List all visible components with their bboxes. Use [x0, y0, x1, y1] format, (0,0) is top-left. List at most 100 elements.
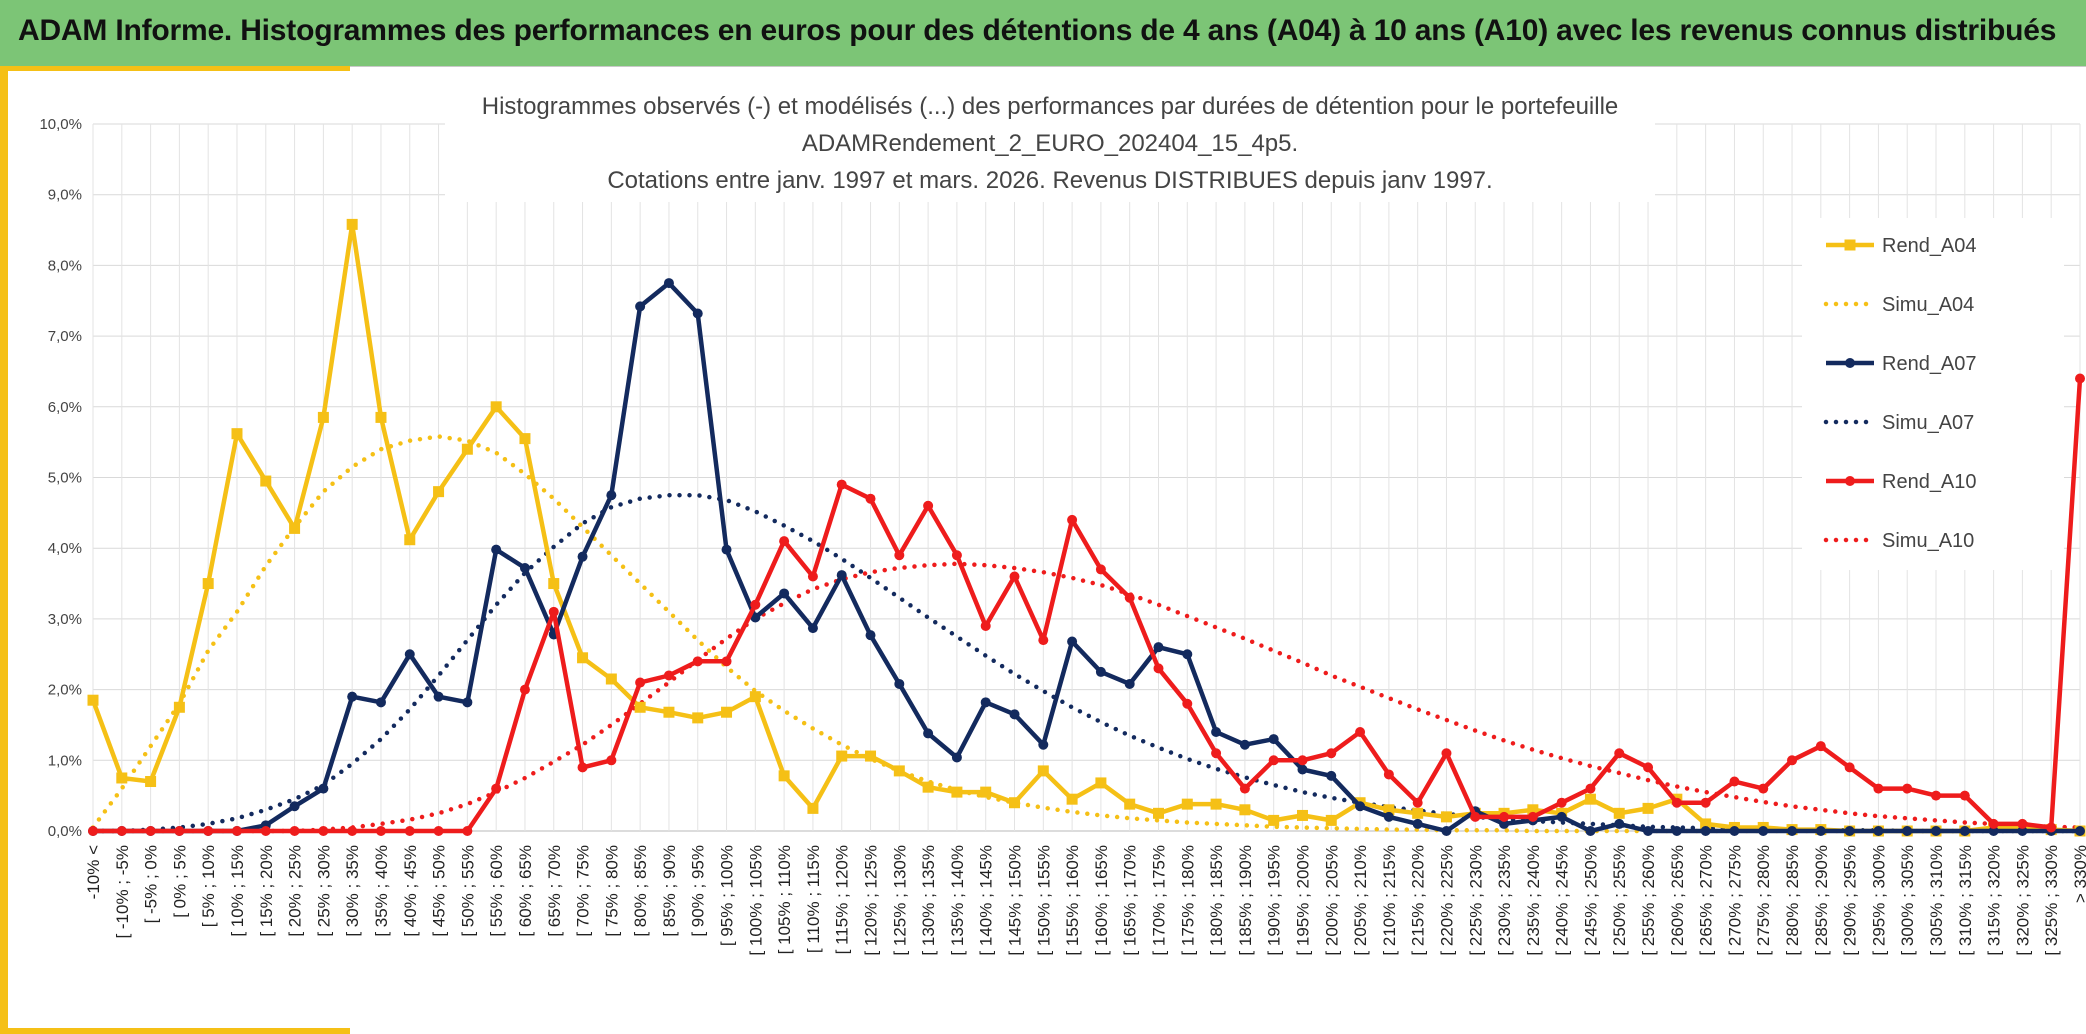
y-tick-label: 10,0%: [39, 116, 82, 133]
data-point-Rend_A07: [807, 623, 818, 634]
data-point-Rend_A07: [1412, 818, 1423, 829]
accent-bar-top: [0, 66, 350, 71]
data-point-Rend_A10: [1959, 790, 1970, 801]
data-point-Rend_A04: [634, 701, 646, 713]
banner-title: ADAM Informe. Histogrammes des performan…: [18, 14, 2057, 47]
data-point-Rend_A07: [1153, 642, 1164, 653]
series-line-Rend_A04: [90, 222, 2081, 834]
y-tick-label: 7,0%: [48, 328, 82, 345]
data-point-Rend_A10: [1988, 818, 1999, 829]
data-point-Rend_A07: [577, 551, 588, 562]
data-point-Rend_A10: [1643, 762, 1654, 773]
data-point-Rend_A10: [1671, 797, 1682, 808]
data-point-Rend_A10: [1297, 755, 1308, 766]
data-point-Rend_A07: [1988, 826, 1999, 836]
data-point-Rend_A10: [145, 826, 156, 836]
data-point-Rend_A10: [1700, 797, 1711, 808]
x-tick-label: [ 90% ; 95%: [689, 845, 708, 937]
data-point-Rend_A10: [1355, 727, 1366, 738]
data-point-Rend_A07: [721, 544, 732, 555]
data-point-Rend_A07: [663, 278, 674, 289]
data-point-Rend_A04: [116, 772, 128, 784]
data-point-Rend_A10: [1211, 748, 1222, 759]
data-point-Rend_A07: [1326, 770, 1337, 781]
data-point-Rend_A10: [606, 755, 617, 766]
x-tick-label: [ 125% ; 130%: [890, 845, 909, 956]
data-point-Rend_A04: [173, 701, 185, 713]
data-point-Rend_A10: [1326, 748, 1337, 759]
data-point-Rend_A04: [1383, 804, 1395, 816]
data-point-Rend_A04: [317, 411, 329, 423]
x-tick-label: [ 65% ; 70%: [545, 845, 564, 937]
data-point-Rend_A04: [375, 411, 387, 423]
x-tick-label: [ 250% ; 255%: [1610, 845, 1629, 956]
data-point-Rend_A07: [1931, 826, 1942, 836]
data-point-Rend_A10: [663, 670, 674, 681]
y-tick-label: 8,0%: [48, 257, 82, 274]
data-point-Rend_A07: [318, 783, 329, 794]
data-point-Rend_A10: [231, 826, 242, 836]
data-point-Rend_A04: [1268, 814, 1280, 826]
data-point-Rend_A07: [865, 630, 876, 641]
data-point-Rend_A10: [1556, 797, 1567, 808]
data-point-Rend_A07: [1355, 801, 1366, 812]
x-tick-label: [ 140% ; 145%: [977, 845, 996, 956]
data-point-Rend_A04: [836, 750, 848, 762]
x-tick-label: [ 180% ; 185%: [1207, 845, 1226, 956]
series-Rend_A10: [88, 373, 2085, 836]
legend-background: [1802, 218, 2064, 570]
data-point-Rend_A10: [1844, 762, 1855, 773]
legend-marker: [1845, 358, 1855, 368]
legend: Rend_A04 Simu_A04 Rend_A07 Simu_A07 Rend_A10…: [1823, 235, 1977, 552]
x-tick-label: [ 325% ; 330%: [2042, 845, 2061, 956]
x-tick-label: [ 80% ; 85%: [631, 845, 650, 937]
y-tick-label: 9,0%: [48, 187, 82, 204]
legend-label: Simu_A10: [1882, 530, 1974, 552]
legend-item-Simu_A10: Simu_A10: [1823, 530, 1974, 552]
x-tick-label: [ -10% ; -5%: [113, 845, 132, 939]
data-point-Rend_A04: [1584, 793, 1596, 805]
data-point-Rend_A07: [1499, 818, 1510, 829]
data-point-Rend_A07: [923, 728, 934, 739]
data-point-Rend_A07: [1038, 739, 1049, 750]
data-point-Rend_A04: [605, 673, 617, 685]
series-line-Simu_A10: [90, 561, 2083, 834]
x-tick-label: [ 305% ; 310%: [1927, 845, 1946, 956]
legend-item-Simu_A04: Simu_A04: [1823, 294, 1974, 316]
data-point-Rend_A04: [145, 776, 157, 788]
x-tick-label: [ 260% ; 265%: [1668, 845, 1687, 956]
x-tick-label: [ 270% ; 275%: [1725, 845, 1744, 956]
y-tick-label: 1,0%: [48, 752, 82, 769]
data-point-Rend_A04: [1095, 777, 1107, 789]
data-point-Rend_A10: [577, 762, 588, 773]
legend-marker: [1845, 476, 1855, 486]
data-point-Rend_A10: [1729, 776, 1740, 787]
data-point-Rend_A07: [1643, 826, 1654, 836]
data-point-Rend_A07: [1671, 826, 1682, 836]
data-point-Rend_A10: [203, 826, 214, 836]
x-tick-label: [ 255% ; 260%: [1639, 845, 1658, 956]
data-point-Rend_A04: [865, 750, 877, 762]
x-tick-label: [ 135% ; 140%: [948, 845, 967, 956]
legend-marker: [1844, 239, 1856, 251]
x-tick-label: [ 320% ; 325%: [2013, 845, 2032, 956]
data-point-Rend_A10: [1009, 571, 1020, 582]
x-tick-label: [ 10% ; 15%: [228, 845, 247, 937]
data-point-Rend_A07: [1124, 678, 1135, 689]
x-tick-label: [ 45% ; 50%: [430, 845, 449, 937]
data-point-Rend_A10: [1095, 564, 1106, 575]
data-point-Rend_A07: [1758, 826, 1769, 836]
data-point-Rend_A10: [519, 684, 530, 695]
x-tick-label: [ 130% ; 135%: [919, 845, 938, 956]
x-tick-label: [ 190% ; 195%: [1265, 845, 1284, 956]
x-tick-label: [ 215% ; 220%: [1409, 845, 1428, 956]
data-point-Rend_A10: [951, 550, 962, 561]
data-point-Rend_A10: [174, 826, 185, 836]
data-point-Rend_A07: [289, 801, 300, 812]
x-tick-label: [ 85% ; 90%: [660, 845, 679, 937]
data-point-Rend_A10: [1499, 811, 1510, 822]
x-tick-label: [ 300% ; 305%: [1898, 845, 1917, 956]
data-point-Rend_A07: [1556, 811, 1567, 822]
x-tick-label: [ 185% ; 190%: [1236, 845, 1255, 956]
x-tick-label: [ 35% ; 40%: [372, 845, 391, 937]
